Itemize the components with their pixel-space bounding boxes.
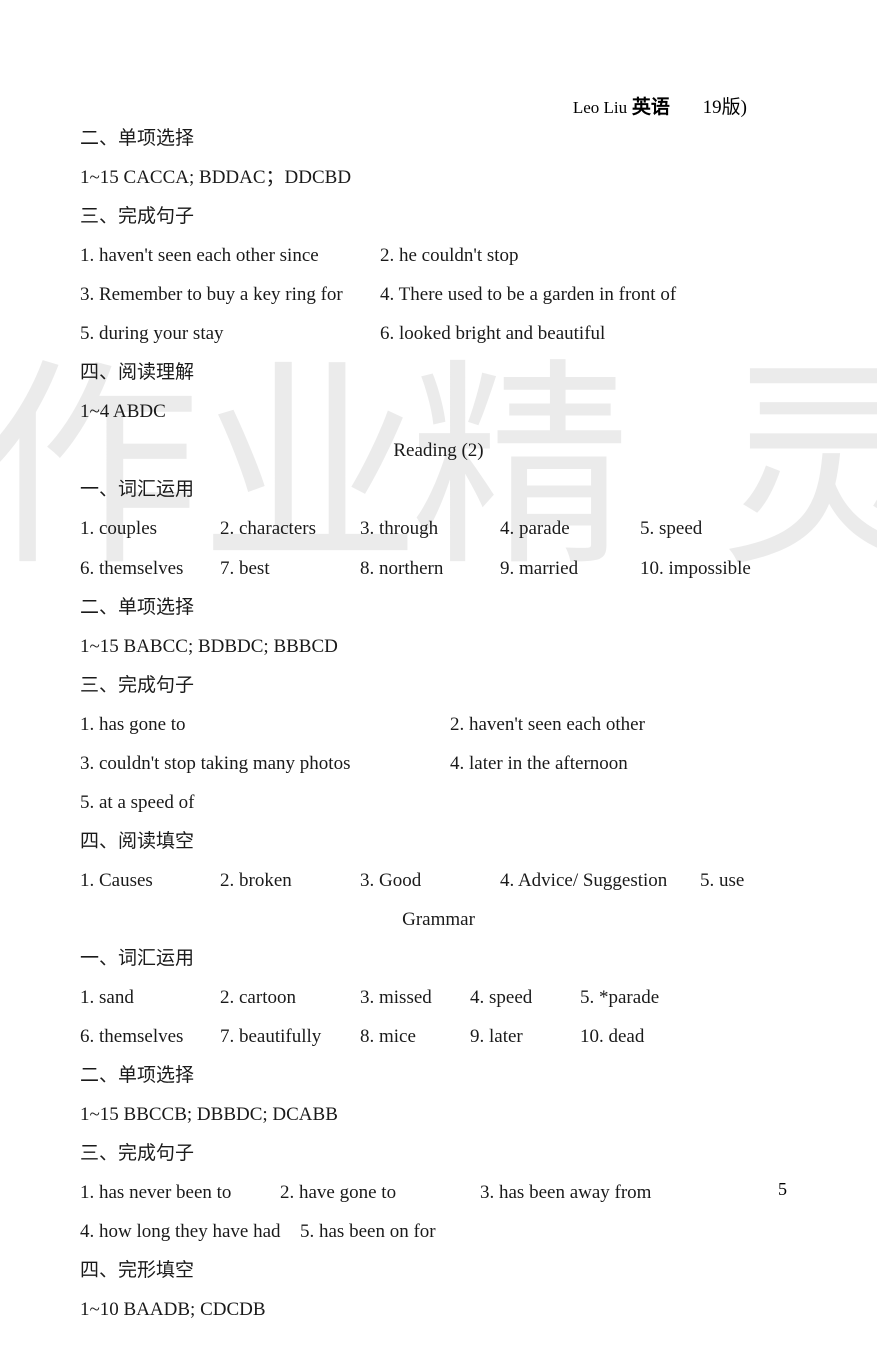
vocab-cell: 8. northern [360,550,500,587]
vocab-row: 1. sand 2. cartoon 3. missed 4. speed 5.… [80,979,797,1016]
vocab-cell: 7. best [220,550,360,587]
vocab-row: 6. themselves 7. best 8. northern 9. mar… [80,550,797,587]
vocab-cell: 9. married [500,550,640,587]
answer-cell: 2. haven't seen each other [450,706,797,743]
vocab-cell: 1. sand [80,979,220,1016]
vocab-cell: 3. Good [360,862,500,899]
answer-cell: 3. couldn't stop taking many photos [80,745,450,782]
answer-row: 1. has gone to 2. haven't seen each othe… [80,706,797,743]
answer-line: 1~15 CACCA; BDDAC；DDCBD [80,159,797,196]
section-title: Reading (2) [80,432,797,469]
answer-row: 5. during your stay 6. looked bright and… [80,315,797,352]
answer-cell: 5. has been on for [300,1213,436,1250]
vocab-cell: 2. broken [220,862,360,899]
answer-line: 1~4 ABDC [80,393,797,430]
section-title: Grammar [80,901,797,938]
answer-line: 1~10 BAADB; CDCDB [80,1291,797,1328]
section-heading: 四、完形填空 [80,1252,797,1289]
section-heading: 二、单项选择 [80,1057,797,1094]
answer-cell: 4. how long they have had [80,1213,300,1250]
vocab-cell: 2. characters [220,510,360,547]
vocab-cell: 5. use [700,862,744,899]
section-heading: 四、阅读理解 [80,354,797,391]
answer-cell: 1. has never been to [80,1174,280,1211]
answer-line: 5. at a speed of [80,784,797,821]
vocab-row: 1. couples 2. characters 3. through 4. p… [80,510,797,547]
vocab-cell: 7. beautifully [220,1018,360,1055]
answer-cell: 4. later in the afternoon [450,745,797,782]
vocab-cell: 1. couples [80,510,220,547]
vocab-row: 6. themselves 7. beautifully 8. mice 9. … [80,1018,797,1055]
answer-cell: 2. he couldn't stop [380,237,797,274]
answer-row: 4. how long they have had 5. has been on… [80,1213,797,1250]
answer-line: 1~15 BABCC; BDBDC; BBBCD [80,628,797,665]
vocab-row: 1. Causes 2. broken 3. Good 4. Advice/ S… [80,862,797,899]
vocab-cell: 3. through [360,510,500,547]
vocab-cell: 5. *parade [580,979,659,1016]
section-heading: 四、阅读填空 [80,823,797,860]
answer-cell: 5. during your stay [80,315,380,352]
vocab-cell: 10. dead [580,1018,644,1055]
vocab-cell: 3. missed [360,979,470,1016]
section-heading: 一、词汇运用 [80,471,797,508]
answer-row: 1. has never been to 2. have gone to 3. … [80,1174,797,1211]
answer-cell: 2. have gone to [280,1174,480,1211]
section-heading: 三、完成句子 [80,1135,797,1172]
page-content: 二、单项选择 1~15 CACCA; BDDAC；DDCBD 三、完成句子 1.… [0,0,877,1370]
vocab-cell: 4. speed [470,979,580,1016]
answer-row: 1. haven't seen each other since 2. he c… [80,237,797,274]
vocab-cell: 6. themselves [80,1018,220,1055]
answer-row: 3. couldn't stop taking many photos 4. l… [80,745,797,782]
vocab-cell: 2. cartoon [220,979,360,1016]
vocab-cell: 4. parade [500,510,640,547]
vocab-cell: 4. Advice/ Suggestion [500,862,700,899]
answer-cell: 6. looked bright and beautiful [380,315,797,352]
vocab-cell: 8. mice [360,1018,470,1055]
section-heading: 二、单项选择 [80,120,797,157]
vocab-cell: 10. impossible [640,550,780,587]
vocab-cell: 9. later [470,1018,580,1055]
section-heading: 三、完成句子 [80,667,797,704]
answer-cell: 1. haven't seen each other since [80,237,380,274]
vocab-cell: 5. speed [640,510,780,547]
section-heading: 二、单项选择 [80,589,797,626]
answer-cell: 3. has been away from [480,1174,797,1211]
vocab-cell: 1. Causes [80,862,220,899]
section-heading: 三、完成句子 [80,198,797,235]
vocab-cell: 6. themselves [80,550,220,587]
answer-line: 1~15 BBCCB; DBBDC; DCABB [80,1096,797,1133]
answer-cell: 3. Remember to buy a key ring for [80,276,380,313]
answer-cell: 1. has gone to [80,706,450,743]
section-heading: 一、词汇运用 [80,940,797,977]
answer-row: 3. Remember to buy a key ring for 4. The… [80,276,797,313]
answer-cell: 4. There used to be a garden in front of [380,276,797,313]
